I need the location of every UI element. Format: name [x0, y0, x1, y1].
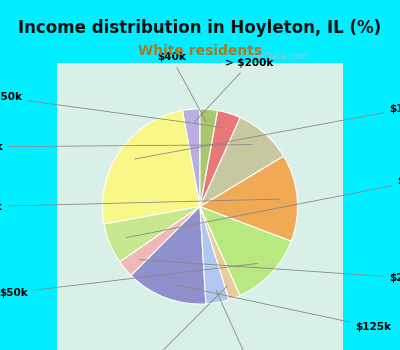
Text: $150k: $150k — [0, 92, 222, 127]
Text: $40k: $40k — [157, 52, 206, 122]
Text: White residents: White residents — [138, 44, 262, 58]
Text: $200k: $200k — [134, 286, 227, 350]
Wedge shape — [200, 118, 284, 206]
Wedge shape — [200, 206, 240, 300]
Wedge shape — [200, 206, 229, 304]
Wedge shape — [200, 111, 240, 206]
Wedge shape — [104, 206, 200, 262]
Wedge shape — [200, 156, 298, 241]
Wedge shape — [102, 111, 200, 224]
Text: $60k: $60k — [0, 142, 252, 152]
Text: > $200k: > $200k — [194, 58, 274, 122]
Text: $20k: $20k — [139, 260, 400, 283]
Wedge shape — [200, 206, 291, 295]
Text: City-Data.com: City-Data.com — [245, 51, 309, 61]
Text: Income distribution in Hoyleton, IL (%): Income distribution in Hoyleton, IL (%) — [18, 19, 382, 37]
Text: $10k: $10k — [135, 104, 400, 159]
Text: $100k: $100k — [126, 176, 400, 238]
Text: $75k: $75k — [0, 199, 280, 211]
Wedge shape — [120, 206, 200, 275]
Wedge shape — [200, 109, 218, 206]
Wedge shape — [182, 109, 200, 206]
Text: $30k: $30k — [216, 290, 262, 350]
Text: $125k: $125k — [174, 284, 391, 332]
Text: $50k: $50k — [0, 264, 258, 298]
FancyBboxPatch shape — [54, 60, 346, 350]
Wedge shape — [131, 206, 206, 304]
